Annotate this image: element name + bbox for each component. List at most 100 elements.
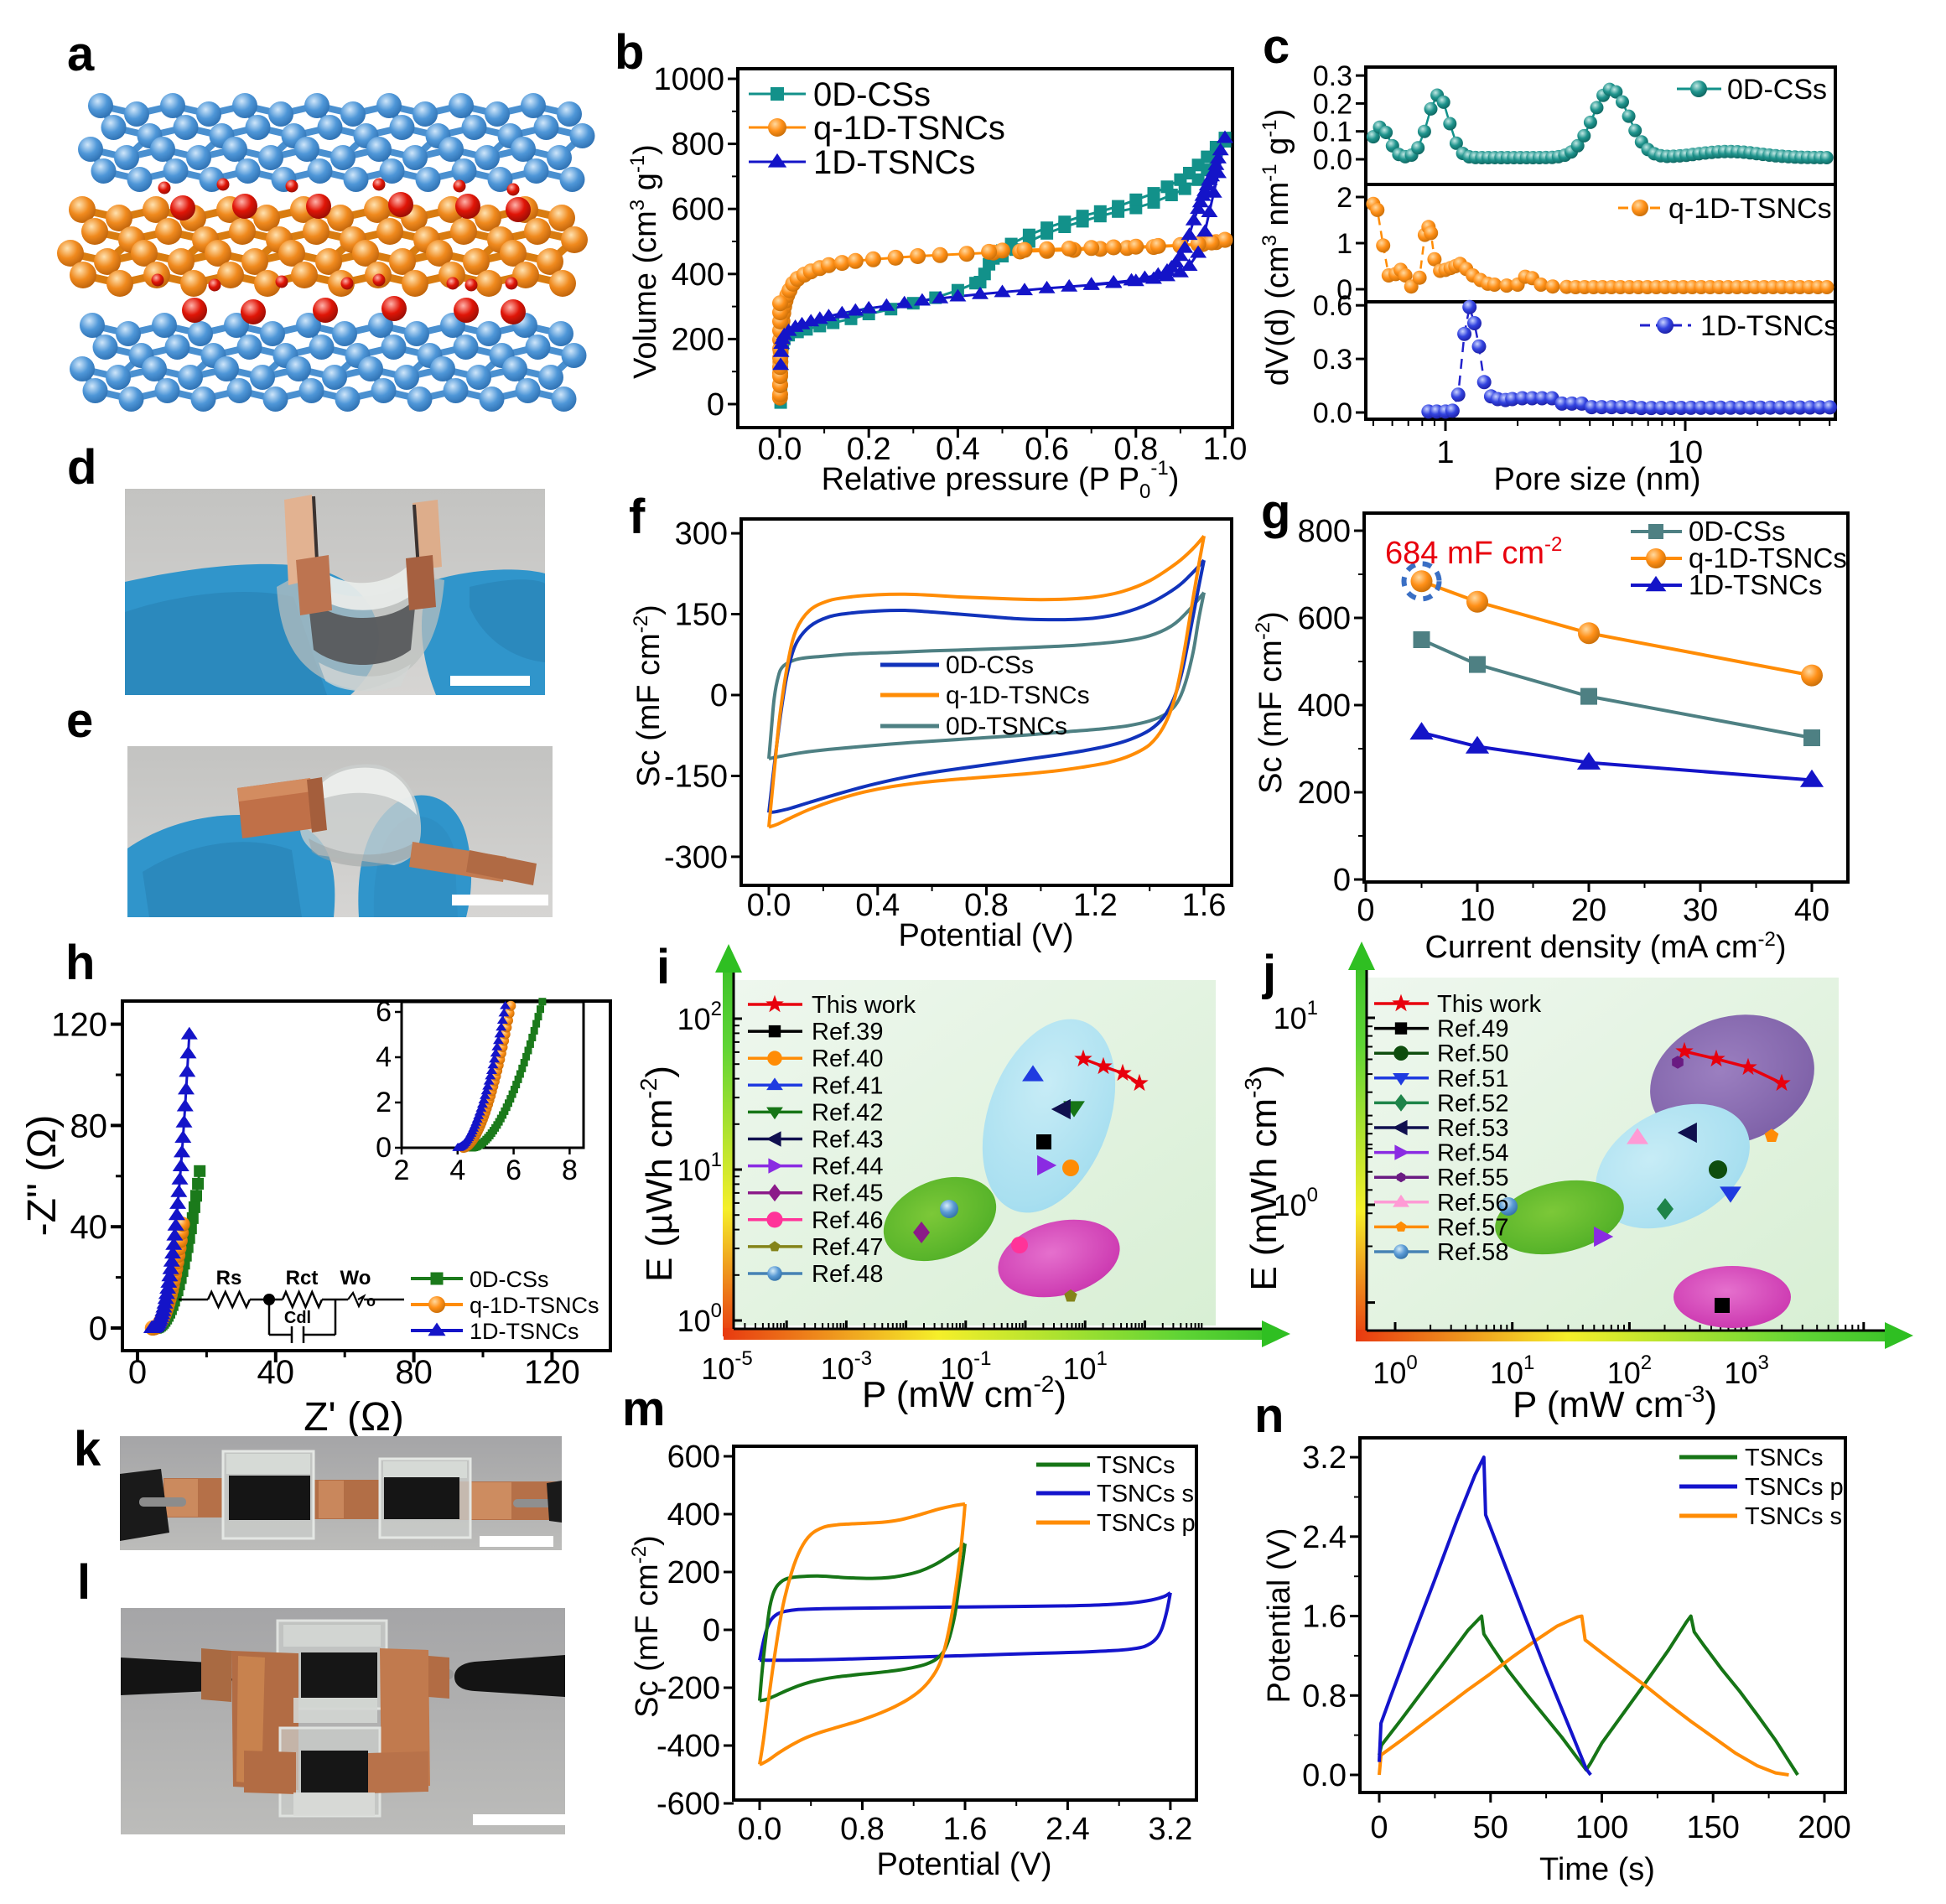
svg-text:2: 2: [376, 1087, 392, 1118]
svg-text:0.2: 0.2: [1313, 88, 1352, 120]
svg-text:Ref.39: Ref.39: [812, 1019, 883, 1045]
svg-text:P (mW cm-3): P (mW cm-3): [1513, 1381, 1717, 1425]
svg-text:n: n: [1254, 1388, 1284, 1443]
svg-text:0.0: 0.0: [1313, 397, 1352, 429]
svg-text:Sc (mF cm-2): Sc (mF cm-2): [1252, 611, 1289, 794]
svg-text:0.8: 0.8: [964, 888, 1009, 923]
svg-text:4: 4: [449, 1154, 465, 1186]
svg-text:80: 80: [395, 1354, 433, 1391]
svg-text:i: i: [656, 940, 670, 994]
svg-text:Ref.49: Ref.49: [1437, 1016, 1508, 1043]
svg-text:TSNCs s: TSNCs s: [1745, 1503, 1842, 1530]
svg-text:200: 200: [1798, 1810, 1850, 1845]
svg-text:k: k: [74, 1422, 101, 1476]
svg-text:0.8: 0.8: [1302, 1678, 1347, 1714]
svg-text:-150: -150: [664, 760, 728, 795]
svg-text:800: 800: [672, 127, 724, 163]
svg-text:Ref.47: Ref.47: [812, 1234, 883, 1261]
svg-text:30: 30: [1683, 893, 1718, 928]
svg-text:TSNCs s: TSNCs s: [1097, 1481, 1194, 1507]
svg-text:Ref.51: Ref.51: [1437, 1066, 1508, 1092]
svg-text:6: 6: [506, 1154, 522, 1186]
svg-text:E (µWh cm-2): E (µWh cm-2): [636, 1066, 680, 1282]
svg-text:1.6: 1.6: [1302, 1600, 1347, 1635]
svg-text:q-1D-TSNCs: q-1D-TSNCs: [1668, 193, 1832, 225]
svg-text:101: 101: [1062, 1347, 1107, 1386]
svg-text:Ref.41: Ref.41: [812, 1072, 883, 1099]
svg-text:Potential (V): Potential (V): [1262, 1528, 1297, 1703]
svg-text:100: 100: [1575, 1810, 1628, 1845]
svg-text:40: 40: [257, 1354, 295, 1391]
svg-text:40: 40: [1794, 893, 1829, 928]
svg-text:q-1D-TSNCs: q-1D-TSNCs: [1689, 542, 1847, 573]
svg-text:10: 10: [1668, 435, 1703, 470]
svg-text:0.8: 0.8: [840, 1812, 885, 1847]
svg-text:0.0: 0.0: [1313, 144, 1352, 176]
svg-text:1D-TSNCs: 1D-TSNCs: [813, 144, 975, 181]
svg-text:P (mW cm-2): P (mW cm-2): [862, 1371, 1066, 1415]
svg-text:50: 50: [1473, 1810, 1508, 1845]
svg-text:0.0: 0.0: [747, 888, 791, 923]
svg-text:10: 10: [1460, 893, 1495, 928]
svg-text:This work: This work: [812, 992, 916, 1019]
svg-text:1: 1: [1336, 228, 1352, 260]
svg-text:100: 100: [1373, 1351, 1417, 1390]
svg-text:200: 200: [1298, 776, 1351, 811]
svg-text:Ref.40: Ref.40: [812, 1045, 883, 1072]
svg-text:q-1D-TSNCs: q-1D-TSNCs: [946, 682, 1090, 709]
svg-text:m: m: [622, 1382, 666, 1436]
svg-text:3.2: 3.2: [1302, 1440, 1347, 1476]
svg-text:0D-CSs: 0D-CSs: [946, 651, 1034, 679]
svg-text:Rct: Rct: [286, 1267, 319, 1289]
svg-text:1.0: 1.0: [1203, 432, 1248, 467]
svg-text:80: 80: [70, 1108, 108, 1144]
svg-text:0D-CSs: 0D-CSs: [813, 76, 931, 113]
svg-text:0D-CSs: 0D-CSs: [470, 1267, 549, 1292]
svg-text:Relative pressure (P P0-1): Relative pressure (P P0-1): [822, 457, 1180, 503]
svg-text:q-1D-TSNCs: q-1D-TSNCs: [813, 110, 1005, 147]
svg-text:e: e: [66, 693, 93, 748]
svg-text:Ref.57: Ref.57: [1437, 1214, 1508, 1241]
svg-text:Ref.52: Ref.52: [1437, 1090, 1508, 1117]
svg-text:2: 2: [394, 1154, 410, 1186]
svg-text:Ref.46: Ref.46: [812, 1207, 883, 1234]
svg-text:0: 0: [1370, 1810, 1388, 1845]
svg-text:l: l: [77, 1555, 91, 1610]
svg-text:0: 0: [1357, 893, 1374, 928]
svg-text:3.2: 3.2: [1148, 1812, 1192, 1847]
svg-text:0.6: 0.6: [1025, 432, 1069, 467]
svg-text:0.2: 0.2: [847, 432, 891, 467]
svg-text:TSNCs: TSNCs: [1745, 1445, 1823, 1471]
svg-text:0.0: 0.0: [1302, 1758, 1347, 1793]
svg-text:150: 150: [675, 598, 728, 633]
svg-text:d: d: [67, 440, 96, 495]
svg-text:Volume (cm3 g-1): Volume (cm3 g-1): [626, 144, 663, 379]
svg-text:800: 800: [1298, 514, 1351, 549]
svg-text:-300: -300: [664, 840, 728, 875]
svg-text:1.6: 1.6: [943, 1812, 988, 1847]
svg-text:Cdl: Cdl: [284, 1309, 311, 1327]
svg-text:q-1D-TSNCs: q-1D-TSNCs: [470, 1293, 599, 1318]
svg-text:Potential (V): Potential (V): [876, 1847, 1051, 1882]
svg-text:0: 0: [703, 1613, 720, 1648]
svg-text:0: 0: [710, 678, 728, 713]
svg-text:Time (s): Time (s): [1539, 1852, 1655, 1887]
svg-text:40: 40: [70, 1209, 108, 1246]
svg-text:2: 2: [1336, 182, 1352, 214]
svg-text:-600: -600: [656, 1787, 720, 1822]
svg-text:200: 200: [672, 322, 724, 357]
svg-text:1: 1: [1436, 435, 1454, 470]
svg-text:20: 20: [1571, 893, 1606, 928]
svg-text:0: 0: [376, 1132, 392, 1164]
svg-text:E (mWh cm-3): E (mWh cm-3): [1240, 1065, 1284, 1290]
svg-text:Ω): Ω): [361, 1395, 404, 1440]
svg-text:1.2: 1.2: [1073, 888, 1118, 923]
svg-text:120: 120: [524, 1354, 580, 1391]
svg-text:2.4: 2.4: [1046, 1812, 1090, 1847]
svg-text:120: 120: [51, 1007, 107, 1044]
svg-text:b: b: [615, 25, 644, 80]
svg-text:2.4: 2.4: [1302, 1520, 1347, 1555]
svg-text:Wo: Wo: [340, 1267, 371, 1289]
svg-text:0.8: 0.8: [1113, 432, 1158, 467]
svg-text:Z' (: Z' (: [304, 1395, 361, 1440]
